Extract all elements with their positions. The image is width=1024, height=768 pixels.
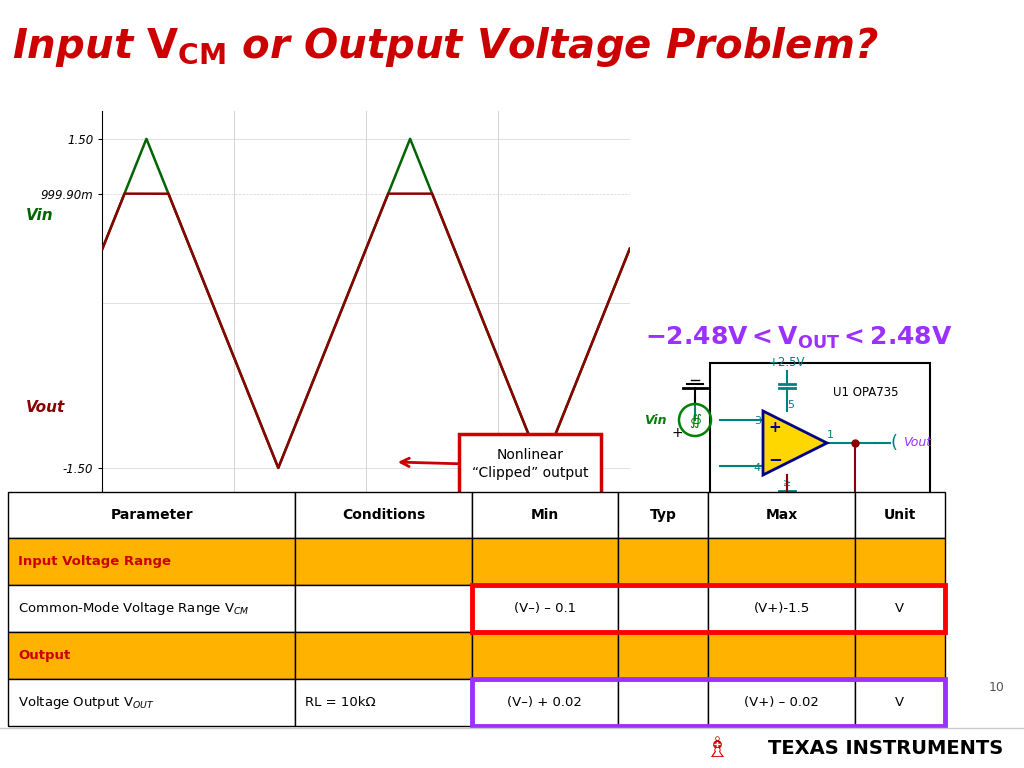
Bar	[709, 632, 855, 679]
Text: ♗: ♗	[705, 735, 729, 763]
Text: Common-Mode Voltage Range V$_{CM}$: Common-Mode Voltage Range V$_{CM}$	[18, 600, 250, 617]
Text: Vin: Vin	[26, 207, 53, 223]
Bar	[295, 492, 472, 538]
Text: 1: 1	[827, 430, 834, 440]
Text: Max: Max	[765, 508, 798, 522]
Bar	[295, 679, 472, 726]
Text: RL = 10kΩ: RL = 10kΩ	[305, 696, 376, 709]
Text: 3: 3	[754, 416, 761, 426]
Bar	[709, 492, 855, 538]
Bar	[472, 585, 945, 632]
Text: ∯: ∯	[689, 412, 701, 428]
Bar	[709, 585, 855, 632]
Bar	[855, 538, 945, 585]
Text: Vout: Vout	[903, 436, 931, 449]
Bar	[472, 679, 617, 726]
Text: V: V	[895, 602, 904, 615]
Text: (V+)-1.5: (V+)-1.5	[754, 602, 810, 615]
Text: Vout: Vout	[26, 399, 65, 415]
Bar	[472, 492, 617, 538]
Bar	[472, 632, 617, 679]
Text: $\mathbf{-2.6V < V_{IN} < +1.0V}$: $\mathbf{-2.6V < V_{IN} < +1.0V}$	[645, 608, 889, 632]
Text: Voltage Output V$_{OUT}$: Voltage Output V$_{OUT}$	[18, 694, 155, 711]
Text: (V–) – 0.1: (V–) – 0.1	[514, 602, 575, 615]
Bar	[472, 538, 617, 585]
Bar	[472, 679, 945, 726]
Bar	[295, 538, 472, 585]
Text: Linear Input
Triangle: Linear Input Triangle	[479, 617, 563, 650]
Bar	[855, 585, 945, 632]
Text: (V+) – 0.02: (V+) – 0.02	[744, 696, 819, 709]
Text: Vin: Vin	[644, 413, 667, 426]
Bar	[472, 585, 617, 632]
Text: Input Voltage Range: Input Voltage Range	[18, 555, 171, 568]
Bar	[8, 538, 295, 585]
Text: Conditions: Conditions	[342, 508, 425, 522]
Text: -2.5V: -2.5V	[771, 492, 803, 505]
Text: U1 OPA735: U1 OPA735	[833, 386, 898, 399]
Text: TEXAS INSTRUMENTS: TEXAS INSTRUMENTS	[768, 740, 1004, 759]
Polygon shape	[763, 411, 827, 475]
Bar	[617, 585, 709, 632]
FancyBboxPatch shape	[459, 604, 583, 664]
Bar	[295, 632, 472, 679]
Text: −: −	[768, 450, 782, 468]
Bar	[709, 679, 855, 726]
Text: Parameter: Parameter	[111, 508, 194, 522]
Text: Typ: Typ	[649, 508, 677, 522]
Bar	[8, 679, 295, 726]
Text: (V–) + 0.02: (V–) + 0.02	[507, 696, 583, 709]
Bar	[855, 492, 945, 538]
Bar	[617, 679, 709, 726]
Text: +: +	[671, 426, 683, 440]
Bar	[8, 632, 295, 679]
Text: Input $\mathbf{V_{CM}}$ or Output Voltage Problem?: Input $\mathbf{V_{CM}}$ or Output Voltag…	[12, 25, 879, 69]
Bar	[855, 679, 945, 726]
Text: (: (	[891, 434, 898, 452]
Text: V: V	[895, 696, 904, 709]
X-axis label: Time (s): Time (s)	[338, 523, 394, 537]
Bar	[617, 538, 709, 585]
Bar	[617, 632, 709, 679]
Bar	[710, 363, 930, 563]
Text: +: +	[769, 419, 781, 435]
Text: ≥: ≥	[783, 478, 792, 488]
FancyBboxPatch shape	[459, 434, 601, 494]
Text: Nonlinear
“Clipped” output: Nonlinear “Clipped” output	[472, 448, 588, 480]
Text: $\mathbf{-2.48V < V_{OUT} < 2.48V}$: $\mathbf{-2.48V < V_{OUT} < 2.48V}$	[645, 325, 952, 351]
Text: 4: 4	[754, 463, 761, 473]
Bar	[617, 492, 709, 538]
Text: +2.5V: +2.5V	[769, 356, 805, 369]
Text: 5: 5	[787, 400, 795, 410]
Text: Output: Output	[18, 649, 71, 662]
Bar	[295, 585, 472, 632]
Bar	[8, 492, 295, 538]
Text: 10: 10	[989, 681, 1005, 694]
Bar	[8, 585, 295, 632]
Text: Input Common Mode
Range Issue!: Input Common Mode Range Issue!	[645, 563, 905, 609]
Text: Min: Min	[530, 508, 559, 522]
Bar	[855, 632, 945, 679]
Text: Unit: Unit	[884, 508, 916, 522]
Bar	[709, 538, 855, 585]
